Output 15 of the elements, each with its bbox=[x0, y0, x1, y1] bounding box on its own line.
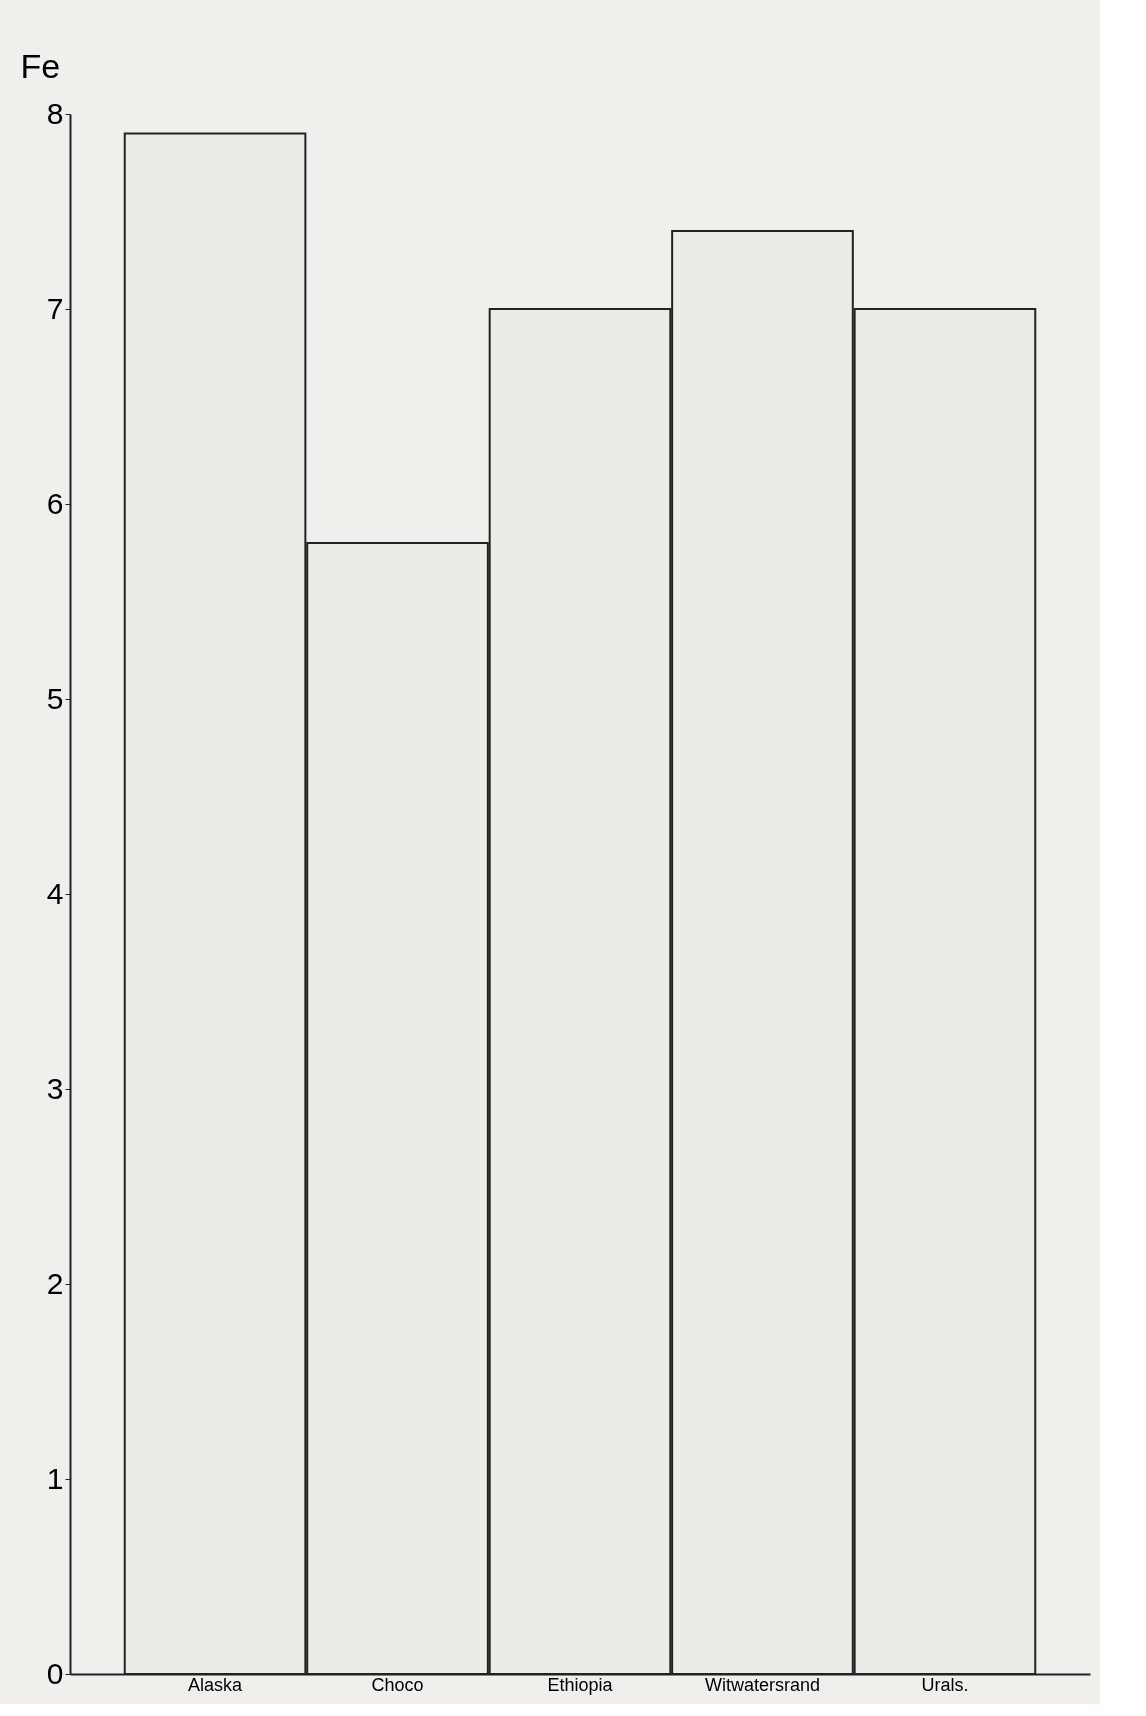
x-tick-label: Ethiopia bbox=[547, 1674, 614, 1695]
y-tick-label: 2 bbox=[46, 1266, 64, 1300]
y-tick-label: 3 bbox=[46, 1071, 64, 1105]
y-tick-label: 0 bbox=[46, 1656, 64, 1690]
y-axis-title: Fe bbox=[20, 46, 61, 85]
x-tick-label: Alaska bbox=[188, 1674, 244, 1695]
x-tick-label: Choco bbox=[371, 1674, 424, 1695]
y-tick-label: 4 bbox=[46, 876, 64, 910]
y-tick-label: 8 bbox=[46, 96, 64, 130]
x-tick-label: Witwatersrand bbox=[704, 1674, 820, 1695]
y-tick-label: 5 bbox=[46, 681, 64, 715]
y-tick-label: 6 bbox=[46, 486, 64, 520]
y-tick-label: 1 bbox=[46, 1461, 64, 1495]
x-tick-label: Urals. bbox=[921, 1674, 969, 1695]
y-tick-label: 7 bbox=[46, 291, 64, 325]
